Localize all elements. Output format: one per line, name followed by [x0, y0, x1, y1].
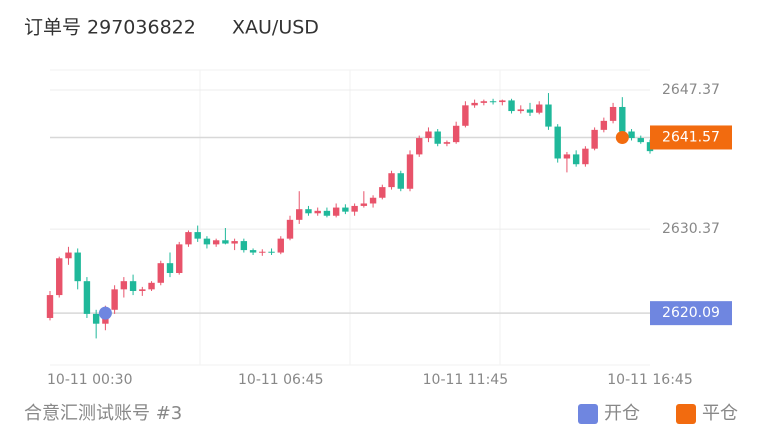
candle-body	[314, 210, 321, 214]
candle-body	[222, 240, 229, 244]
candle-body	[129, 281, 137, 291]
legend-swatch	[676, 404, 696, 424]
candle-body	[609, 106, 617, 121]
candle-body	[379, 187, 386, 198]
candle-body	[397, 173, 404, 189]
candle-body	[388, 173, 395, 188]
candle-body	[203, 238, 211, 245]
x-tick-label: 10-11 06:45	[238, 372, 323, 388]
price-tag	[650, 125, 732, 150]
x-tick-label: 10-11 00:30	[47, 372, 132, 388]
candle-body	[462, 105, 469, 126]
candle-body	[249, 250, 257, 253]
candle-body	[323, 210, 331, 216]
x-tick-label: 10-11 16:45	[607, 372, 692, 388]
symbol: XAU/USD	[232, 17, 319, 39]
candle-body	[416, 138, 423, 155]
candle-body	[65, 252, 72, 259]
price-tag	[650, 301, 732, 326]
candle-body	[166, 263, 174, 273]
candle-body	[231, 241, 238, 244]
legend-swatch	[578, 404, 598, 424]
candle-body	[545, 104, 552, 127]
legend-label: 平仓	[702, 403, 738, 424]
candle-body	[157, 263, 164, 283]
trade-marker	[615, 130, 629, 144]
candle-body	[332, 207, 340, 216]
candle-body	[628, 131, 635, 139]
candle-body	[277, 238, 284, 253]
candle-body	[554, 126, 561, 159]
candle-body	[406, 154, 414, 189]
candle-body	[499, 100, 506, 103]
trade-marker	[98, 306, 112, 320]
candle-body	[92, 313, 100, 324]
candle-body	[619, 106, 626, 132]
candle-body	[480, 101, 488, 103]
candle-body	[259, 251, 266, 253]
candle-body	[120, 281, 128, 290]
candle-body	[46, 295, 54, 318]
candle-body	[582, 148, 589, 165]
candle-body	[360, 203, 368, 206]
price-tag-label: 2641.57	[662, 129, 720, 145]
candle-body	[452, 125, 460, 143]
y-tick-label: 2630.37	[662, 221, 720, 237]
candle-body	[139, 289, 146, 291]
candle-body	[296, 209, 303, 220]
candle-body	[185, 232, 192, 245]
candle-body	[176, 244, 183, 273]
price-tag-label: 2620.09	[662, 305, 720, 321]
candle-body	[369, 197, 377, 204]
candle-body	[471, 102, 478, 106]
candle-body	[572, 154, 580, 165]
candle-body	[563, 154, 571, 159]
candle-body	[83, 281, 91, 314]
candle-body	[517, 109, 524, 112]
candle-body	[342, 207, 349, 212]
candle-body	[148, 282, 155, 290]
candle-body	[489, 101, 497, 103]
candle-body	[351, 205, 358, 212]
candle-body	[443, 142, 451, 144]
candle-body	[286, 219, 294, 239]
candle-body	[240, 241, 248, 251]
candle-body	[111, 289, 118, 310]
candle-body	[305, 209, 312, 214]
candle-body	[212, 240, 220, 245]
candle-body	[536, 104, 543, 113]
candle-body	[591, 129, 598, 149]
candle-body	[434, 131, 441, 144]
candle-body	[637, 138, 644, 143]
candle-body	[74, 252, 81, 282]
legend-label: 开仓	[604, 403, 640, 424]
candle-body	[56, 258, 63, 296]
candle-body	[600, 120, 608, 130]
account: 合意汇测试账号 #3	[24, 403, 182, 424]
y-tick-label: 2647.37	[662, 82, 720, 98]
candle-body	[526, 109, 534, 113]
x-tick-label: 10-11 11:45	[423, 372, 508, 388]
candle-body	[508, 100, 515, 112]
candle-body	[194, 232, 201, 239]
candle-body	[425, 131, 432, 139]
order-label: 订单号 297036822	[24, 17, 196, 39]
candle-body	[268, 251, 275, 253]
